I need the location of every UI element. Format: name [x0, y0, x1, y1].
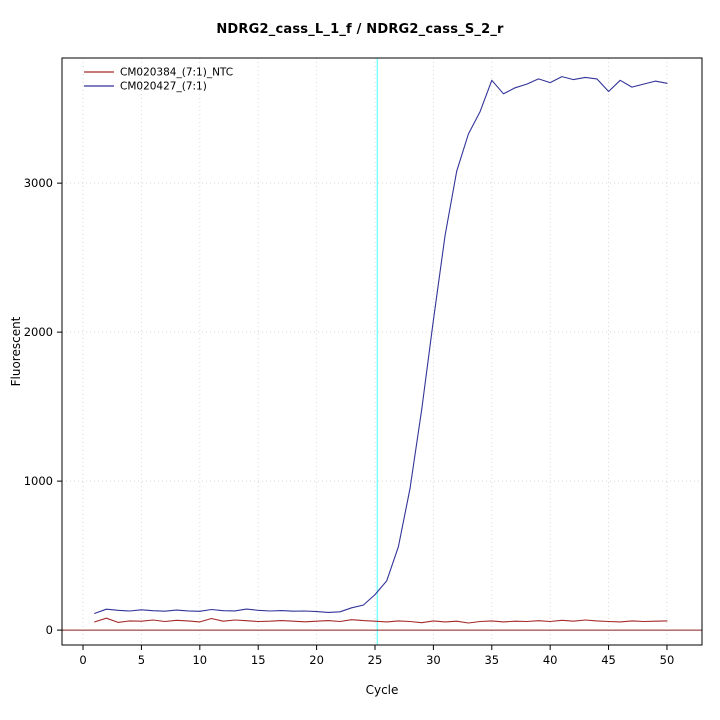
x-tick-label: 35: [484, 653, 499, 667]
plot-box: [61, 57, 703, 646]
series-line-cm020427-7-1-: [94, 76, 668, 614]
y-tick-label: 2000: [24, 325, 53, 339]
x-axis-title: Cycle: [366, 683, 399, 697]
series-group: [94, 76, 668, 624]
x-tick-label: 5: [138, 653, 145, 667]
chart-title: NDRG2_cass_L_1_f / NDRG2_cass_S_2_r: [216, 22, 504, 37]
legend: CM020384_(7:1)_NTC CM020427_(7:1): [84, 67, 233, 93]
x-tick-label: 15: [251, 653, 266, 667]
y-axis: 0 1000 2000 3000: [24, 176, 62, 637]
y-tick-label: 1000: [24, 474, 53, 488]
x-tick-label: 30: [426, 653, 441, 667]
x-tick-label: 20: [309, 653, 324, 667]
x-tick-label: 25: [368, 653, 383, 667]
legend-label: CM020384_(7:1)_NTC: [120, 67, 233, 79]
y-tick-label: 3000: [24, 176, 53, 190]
gridlines: [62, 58, 702, 645]
series-line-cm020384-7-1-ntc: [94, 617, 668, 624]
x-axis: 0 5 10 15 20 25 30 35 40 45 50: [79, 645, 674, 667]
x-tick-label: 50: [660, 653, 675, 667]
x-tick-label: 0: [79, 653, 86, 667]
legend-label: CM020427_(7:1): [120, 81, 207, 93]
x-tick-label: 45: [601, 653, 616, 667]
x-tick-label: 40: [543, 653, 558, 667]
y-tick-label: 0: [46, 623, 53, 637]
y-axis-title: Fluorescent: [9, 316, 23, 386]
x-tick-label: 10: [192, 653, 207, 667]
